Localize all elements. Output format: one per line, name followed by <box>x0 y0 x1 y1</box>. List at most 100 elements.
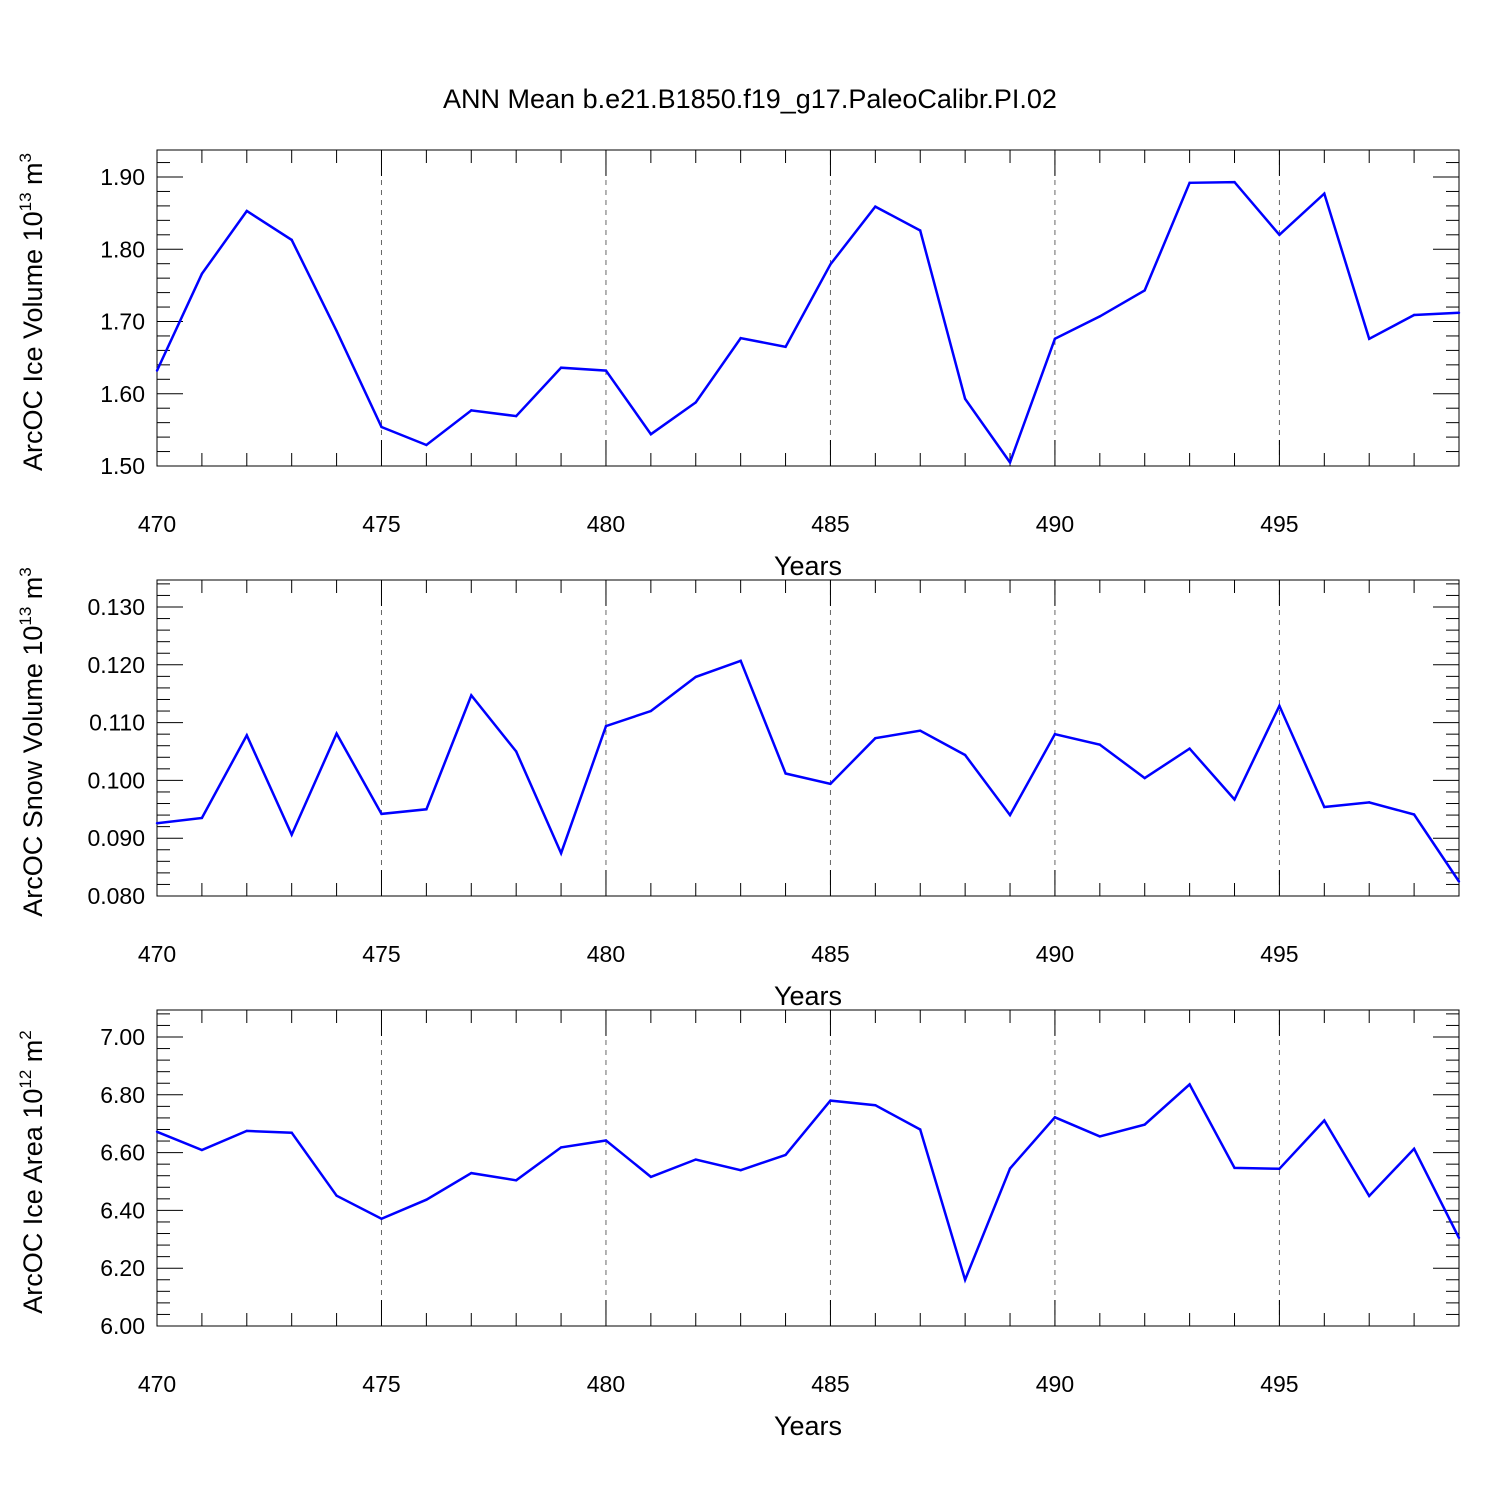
x-tick-label: 495 <box>1260 1371 1298 1397</box>
data-point <box>1188 181 1191 184</box>
y-tick-label: 6.20 <box>100 1255 145 1281</box>
data-point <box>1143 776 1146 780</box>
data-point <box>739 1169 742 1172</box>
data-point <box>425 1198 428 1201</box>
y-tick-label: 1.60 <box>100 381 145 407</box>
x-tick-label: 480 <box>587 941 625 967</box>
data-point <box>1278 233 1281 236</box>
data-point <box>694 675 697 679</box>
data-point <box>604 369 608 372</box>
data-point <box>649 709 653 713</box>
x-tick-label: 490 <box>1036 941 1074 967</box>
data-point <box>335 329 338 333</box>
x-tick-label: 480 <box>587 511 625 537</box>
x-tick-label: 470 <box>138 941 176 967</box>
data-point <box>649 1175 653 1179</box>
data-point <box>739 336 742 340</box>
chart-panel-3: 6.00 6.20 6.40 6.60 6.80 7.00 470 475 480 485 490 4… <box>16 1009 1461 1441</box>
data-point <box>514 1179 518 1182</box>
data-point <box>335 732 338 735</box>
x-tick-label: 495 <box>1260 511 1298 537</box>
data-point <box>335 1194 338 1197</box>
data-point <box>829 263 832 266</box>
data-point <box>649 433 653 436</box>
data-point <box>245 209 248 213</box>
data-point <box>1188 1083 1191 1086</box>
data-point <box>1233 1166 1236 1170</box>
data-point <box>1323 1119 1326 1122</box>
series-line <box>156 1082 1461 1284</box>
plot-frame <box>156 149 1460 467</box>
data-point <box>470 694 473 697</box>
x-tick-label: 485 <box>811 511 849 537</box>
data-point <box>1278 704 1281 708</box>
y-tick-label: 6.80 <box>100 1082 145 1108</box>
x-tick-label: 485 <box>811 1371 849 1397</box>
y-tick-label: 7.00 <box>100 1024 145 1050</box>
data-point <box>200 1148 204 1152</box>
data-point <box>1233 180 1236 184</box>
data-point <box>1008 1167 1012 1170</box>
x-tick-label: 470 <box>138 1371 176 1397</box>
data-point <box>604 1139 608 1142</box>
data-point <box>784 772 787 775</box>
data-point <box>963 397 967 401</box>
data-point <box>470 409 473 412</box>
y-tick-label: 1.90 <box>100 164 145 190</box>
series-line <box>156 659 1461 883</box>
data-point <box>694 1158 697 1161</box>
y-axis-title: ArcOC Ice Area 1012 m2 <box>16 1030 48 1314</box>
data-point <box>919 729 922 732</box>
plot-frame <box>156 1009 1460 1327</box>
data-point <box>155 369 159 372</box>
data-point <box>514 414 518 418</box>
data-point <box>1278 1167 1281 1170</box>
y-tick-label: 6.40 <box>100 1197 145 1223</box>
chart-panel-1: 1.50 1.60 1.70 1.80 1.90 470 475 480 485 490 495 Ye… <box>16 149 1461 581</box>
y-tick-label: 1.80 <box>100 236 145 262</box>
data-point <box>963 1278 967 1281</box>
data-point <box>1412 813 1416 816</box>
x-tick-label: 490 <box>1036 511 1074 537</box>
data-point <box>874 737 877 740</box>
data-point <box>739 659 742 662</box>
data-point <box>604 724 608 728</box>
data-point <box>829 782 832 786</box>
data-point <box>1323 805 1326 809</box>
data-point <box>1143 289 1146 292</box>
data-point <box>1457 880 1461 883</box>
data-point <box>1098 743 1102 746</box>
data-point <box>1008 461 1012 464</box>
data-point <box>1368 1194 1371 1198</box>
data-point <box>1412 1147 1416 1151</box>
data-point <box>919 1128 922 1131</box>
data-point <box>1053 1116 1057 1119</box>
data-point <box>155 821 159 825</box>
y-tick-label: 0.080 <box>87 883 145 909</box>
data-point <box>874 1104 877 1107</box>
x-axis-title: Years <box>774 981 842 1011</box>
x-axis-title: Years <box>774 551 842 581</box>
data-point <box>380 425 383 429</box>
data-point <box>425 443 428 447</box>
y-tick-label: 1.70 <box>100 309 145 335</box>
x-axis-title: Years <box>774 1411 842 1441</box>
y-tick-label: 0.100 <box>87 767 145 793</box>
data-point <box>1143 1123 1146 1126</box>
y-tick-label: 0.090 <box>87 825 145 851</box>
x-tick-label: 490 <box>1036 1371 1074 1397</box>
data-point <box>784 1153 787 1157</box>
data-point <box>874 205 877 208</box>
data-point <box>1457 1236 1461 1240</box>
data-point <box>1098 315 1102 318</box>
x-tick-label: 475 <box>362 941 400 967</box>
data-point <box>1412 313 1416 317</box>
data-point <box>155 1130 159 1133</box>
chart-panel-2: 0.080 0.090 0.100 0.110 0.120 0.130 470 475 480 4… <box>16 567 1461 1011</box>
data-point <box>694 401 697 404</box>
y-tick-label: 0.120 <box>87 652 145 678</box>
y-tick-label: 6.60 <box>100 1140 145 1166</box>
plot-frame <box>156 579 1460 897</box>
data-point <box>1008 813 1012 817</box>
